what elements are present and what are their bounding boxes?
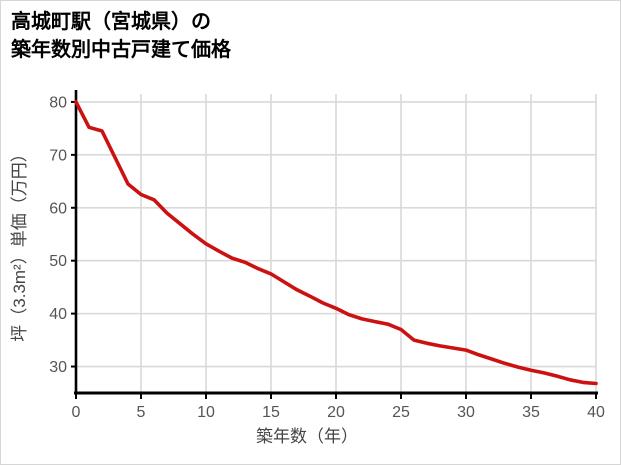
price-line-series <box>74 100 598 386</box>
y-tick-label: 70 <box>49 147 67 164</box>
y-tick-label: 60 <box>49 200 67 217</box>
x-tick-label: 40 <box>587 404 605 421</box>
chart-title: 高城町駅（宮城県）の 築年数別中古戸建て価格 <box>11 8 231 64</box>
x-tick-label: 0 <box>72 404 81 421</box>
x-tick-label: 35 <box>522 404 540 421</box>
chart-title-line1: 高城町駅（宮城県）の <box>11 11 211 33</box>
y-axis-title: 坪（3.3m²）単価（万円） <box>10 145 29 341</box>
x-axis-title: 築年数（年） <box>256 427 358 446</box>
x-tick-label: 15 <box>262 404 280 421</box>
x-tick-label: 30 <box>457 404 475 421</box>
x-tick-label: 10 <box>197 404 215 421</box>
x-tick-label: 25 <box>392 404 410 421</box>
y-tick-label: 40 <box>49 306 67 323</box>
y-tick-label: 80 <box>49 94 67 111</box>
y-tick-label: 50 <box>49 253 67 270</box>
x-tick-label: 20 <box>327 404 345 421</box>
chart-title-line2: 築年数別中古戸建て価格 <box>11 39 231 61</box>
y-tick-label: 30 <box>49 359 67 376</box>
x-tick-label: 5 <box>137 404 146 421</box>
